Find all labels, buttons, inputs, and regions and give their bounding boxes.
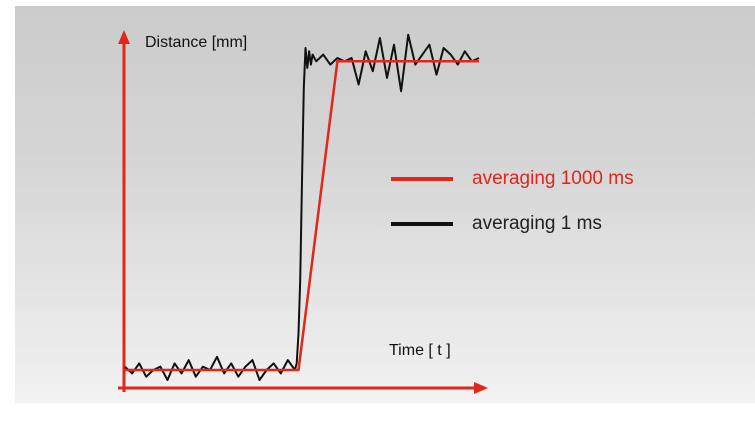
x-axis-arrow bbox=[474, 382, 488, 394]
series-line-averaging-1000ms bbox=[125, 60, 479, 372]
y-axis-arrow bbox=[118, 30, 130, 44]
axes bbox=[118, 30, 488, 394]
legend-item-averaging-1000ms: averaging 1000 ms bbox=[391, 167, 634, 191]
y-axis-label: Distance [mm] bbox=[145, 34, 248, 51]
series-line-averaging-1ms bbox=[124, 33, 480, 381]
legend-swatch-red bbox=[391, 177, 453, 181]
legend-label: averaging 1000 ms bbox=[472, 168, 634, 189]
legend-swatch-black bbox=[391, 222, 453, 226]
series-layer bbox=[124, 33, 480, 381]
x-axis-label: Time [ t ] bbox=[389, 342, 451, 359]
legend-label: averaging 1 ms bbox=[472, 213, 602, 234]
legend-item-averaging-1ms: averaging 1 ms bbox=[391, 212, 602, 236]
